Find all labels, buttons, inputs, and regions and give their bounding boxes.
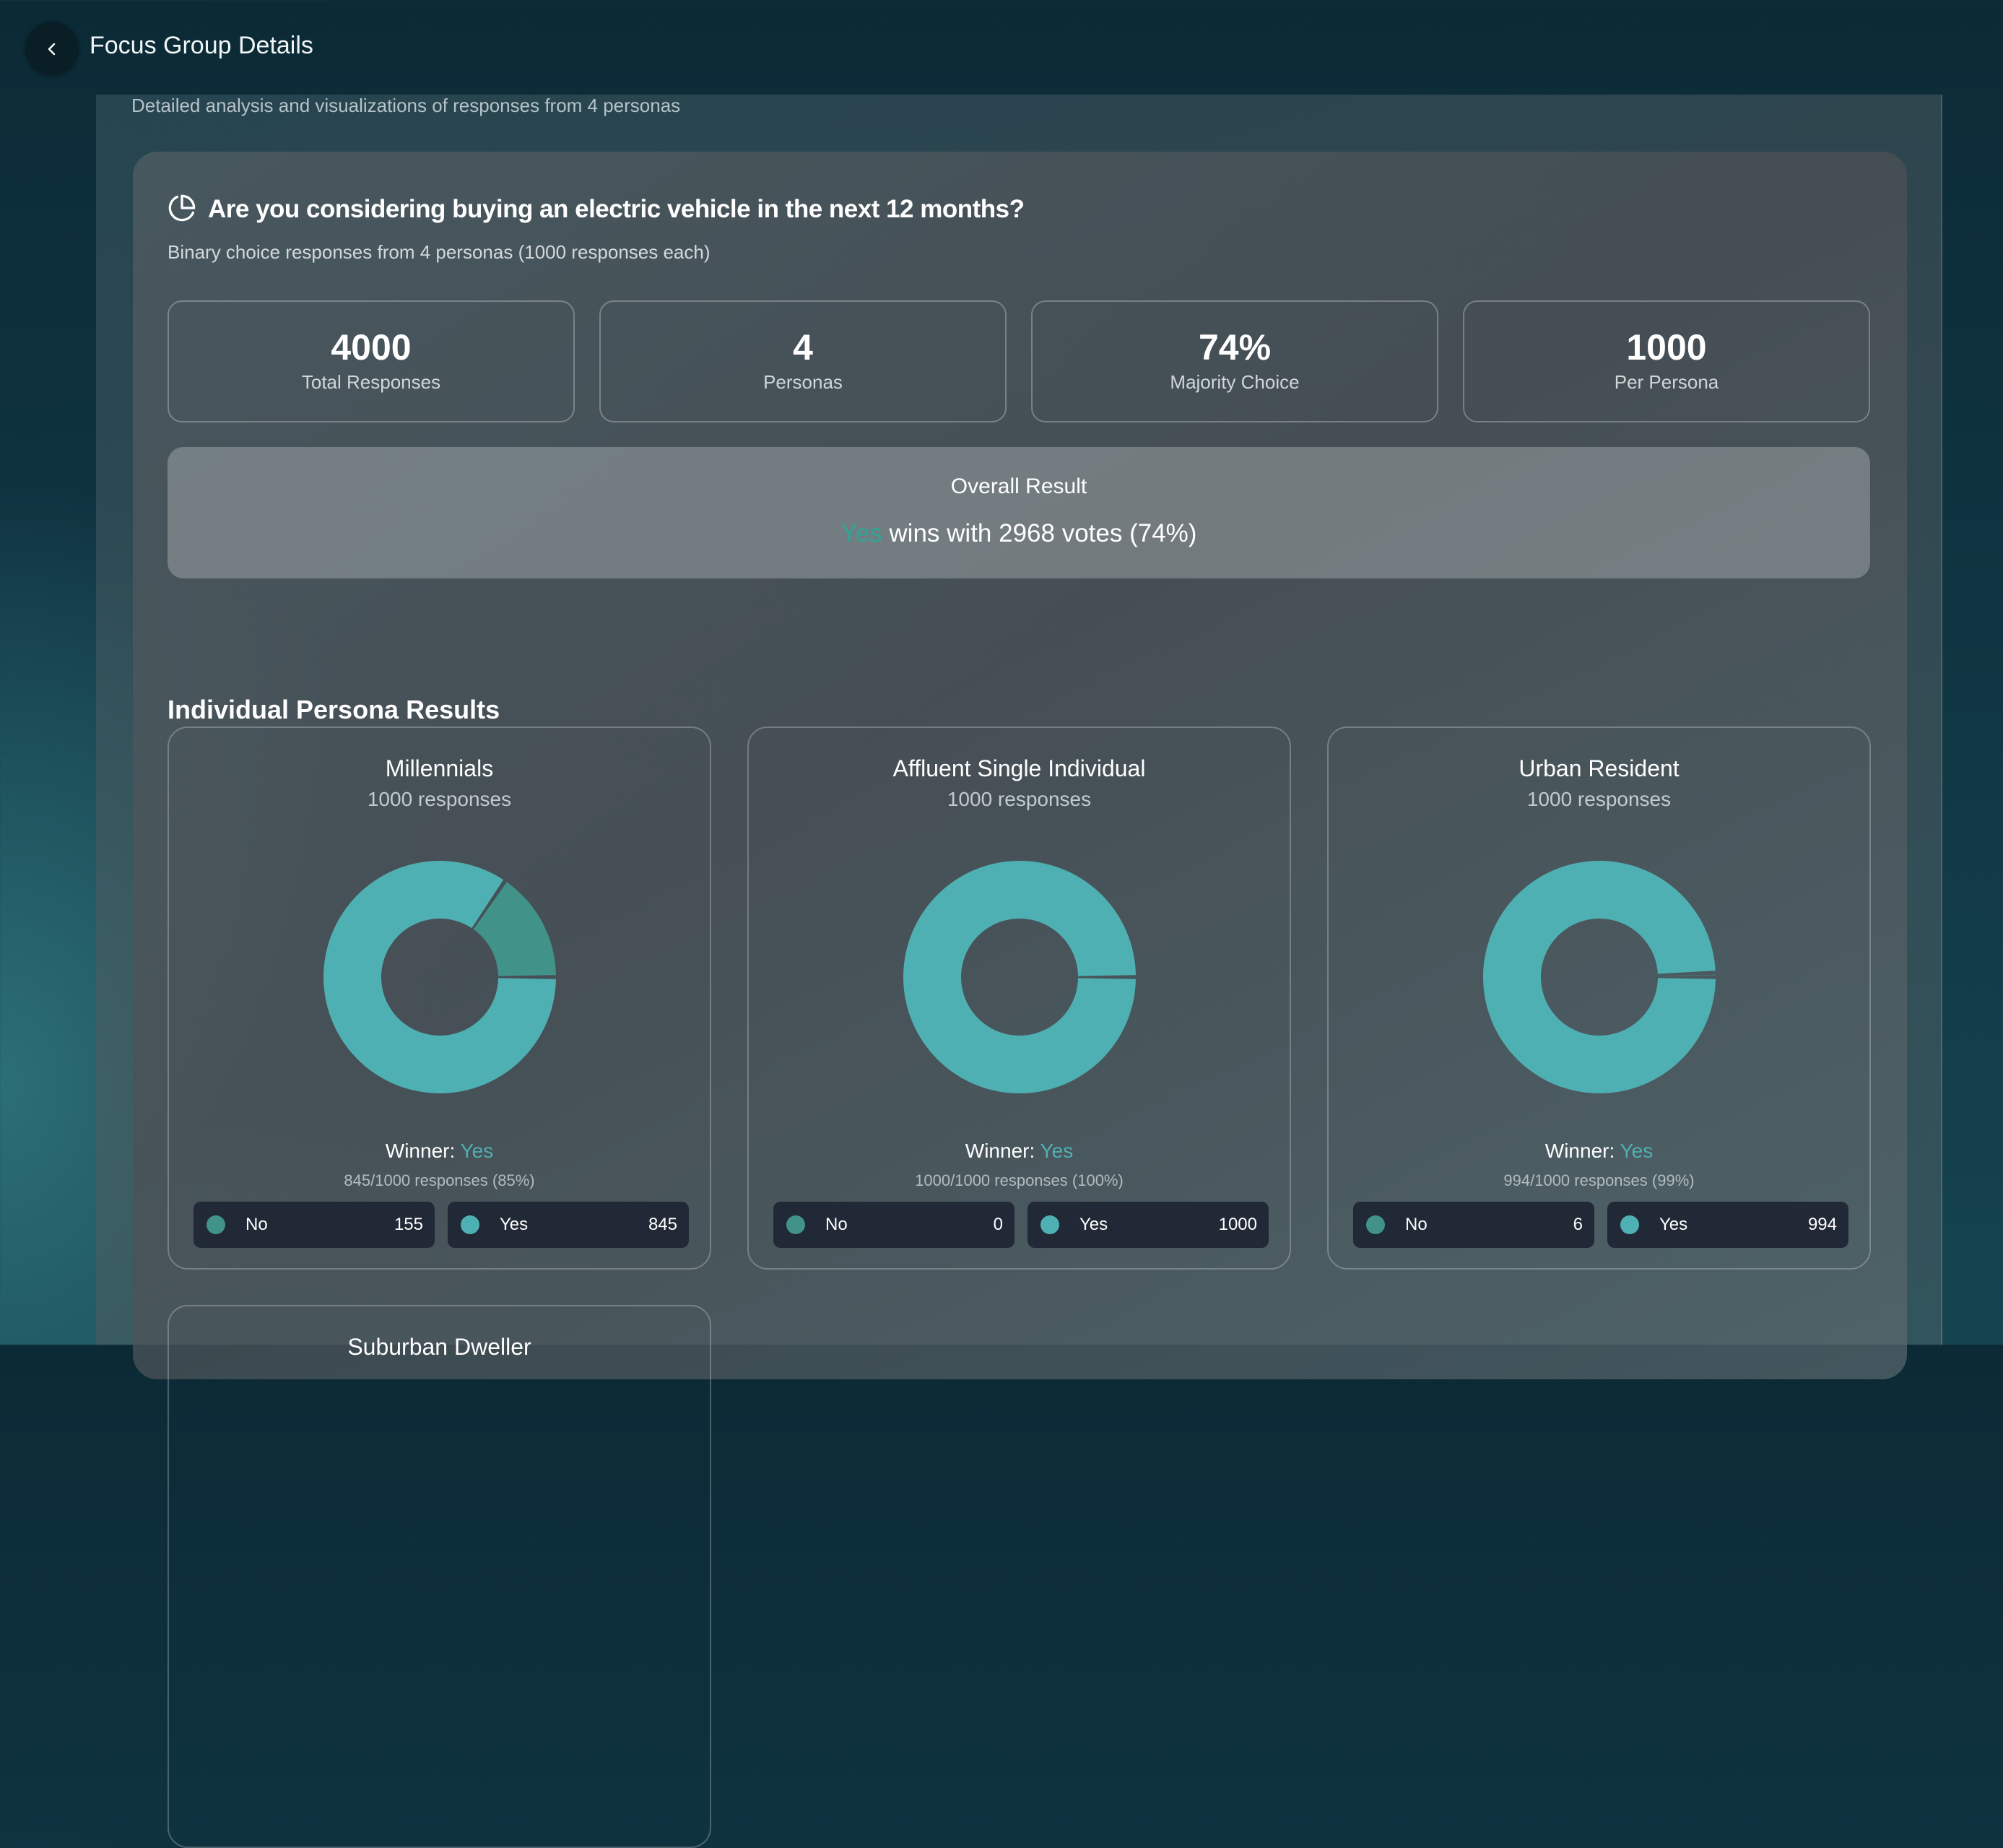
persona-winner: Winner: Yes bbox=[169, 1140, 710, 1163]
legend-count: 0 bbox=[993, 1215, 1003, 1234]
donut-slice-yes[interactable] bbox=[903, 861, 1136, 1093]
pie-chart-icon bbox=[168, 194, 196, 222]
question-card: Are you considering buying an electric v… bbox=[133, 152, 1907, 1848]
chevron-left-icon bbox=[48, 43, 56, 56]
donut-slice-yes[interactable] bbox=[323, 861, 556, 1093]
overall-result: Overall Result Yes wins with 2968 votes … bbox=[168, 447, 1870, 578]
stat-total-responses: 4000 Total Responses bbox=[168, 300, 575, 422]
winner-label: Winner: bbox=[1544, 1140, 1620, 1162]
stat-label: Total Responses bbox=[301, 371, 441, 393]
winner-summary: 994/1000 responses (99%) bbox=[1503, 1171, 1695, 1189]
stat-per-persona: 1000 Per Persona bbox=[1463, 300, 1870, 422]
stat-label: Per Persona bbox=[1614, 371, 1719, 393]
legend-label: No bbox=[1405, 1215, 1428, 1234]
donut-chart bbox=[1483, 861, 1716, 1094]
legend-label: Yes bbox=[1079, 1215, 1108, 1234]
page-title: Focus Group Details bbox=[90, 32, 313, 59]
legend-item-no: No 155 bbox=[194, 1202, 435, 1248]
main-panel: Detailed analysis and visualizations of … bbox=[96, 95, 1942, 1848]
winner-value: Yes bbox=[460, 1140, 494, 1162]
stat-value: 4000 bbox=[331, 327, 412, 368]
overall-heading: Overall Result bbox=[950, 474, 1087, 498]
persona-name: Millennials bbox=[385, 755, 494, 781]
persona-card: Urban Resident 1000 responses Winner: Yes 9… bbox=[1327, 726, 1871, 1270]
overall-summary: wins with 2968 votes (74%) bbox=[882, 519, 1197, 547]
persona-card: Affluent Single Individual 1000 responses… bbox=[747, 726, 1291, 1270]
legend-item-yes: Yes 1000 bbox=[1027, 1202, 1269, 1248]
donut-slice-yes[interactable] bbox=[1483, 861, 1716, 1094]
legend-item-yes: Yes 845 bbox=[448, 1202, 689, 1248]
overall-winner: Yes bbox=[840, 519, 882, 547]
winner-summary: 1000/1000 responses (100%) bbox=[915, 1171, 1124, 1189]
page-subtitle: Detailed analysis and visualizations of … bbox=[131, 95, 681, 116]
persona-response-count: 1000 responses bbox=[1526, 788, 1672, 810]
legend-dot bbox=[1366, 1215, 1385, 1234]
persona-name: Urban Resident bbox=[1518, 755, 1680, 781]
legend-dot bbox=[786, 1215, 805, 1234]
persona-name: Affluent Single Individual bbox=[892, 755, 1146, 781]
legend-count: 155 bbox=[394, 1215, 423, 1234]
persona-winner: Winner: Yes bbox=[1329, 1140, 1869, 1163]
legend-item-no: No 6 bbox=[1353, 1202, 1594, 1248]
legend-dot bbox=[1040, 1215, 1059, 1234]
overall-text: Yes wins with 2968 votes (74%) bbox=[168, 519, 1870, 548]
persona-name: Suburban Dweller bbox=[347, 1334, 531, 1360]
donut-slice-no[interactable] bbox=[1657, 974, 1716, 976]
legend-item-no: No 0 bbox=[773, 1202, 1014, 1248]
question-title: Are you considering buying an electric v… bbox=[208, 195, 1025, 223]
stat-personas: 4 Personas bbox=[599, 300, 1007, 422]
persona-card: Millennials 1000 responses Winner: Yes 845/… bbox=[168, 726, 711, 1270]
legend-count: 1000 bbox=[1218, 1215, 1257, 1234]
donut-slice-no[interactable] bbox=[473, 882, 556, 976]
legend-label: Yes bbox=[1659, 1215, 1688, 1234]
persona-response-count: 1000 responses bbox=[367, 788, 512, 810]
legend-label: Yes bbox=[500, 1215, 529, 1234]
persona-response-count: 1000 responses bbox=[947, 788, 1092, 810]
stat-label: Personas bbox=[763, 371, 843, 393]
persona-card: Suburban Dweller bbox=[168, 1305, 711, 1848]
top-bar: Focus Group Details bbox=[0, 0, 2003, 95]
persona-winner: Winner: Yes bbox=[749, 1140, 1290, 1163]
stat-value: 4 bbox=[793, 327, 813, 368]
back-button[interactable] bbox=[26, 23, 78, 75]
winner-value: Yes bbox=[1620, 1140, 1654, 1162]
section-title: Individual Persona Results bbox=[168, 695, 500, 724]
legend-count: 994 bbox=[1807, 1215, 1837, 1234]
legend-dot bbox=[461, 1215, 479, 1234]
winner-summary: 845/1000 responses (85%) bbox=[344, 1171, 535, 1189]
legend-label: No bbox=[246, 1215, 268, 1234]
stat-label: Majority Choice bbox=[1170, 371, 1300, 393]
donut-chart bbox=[323, 861, 556, 1093]
legend-count: 845 bbox=[648, 1215, 677, 1234]
legend-count: 6 bbox=[1573, 1215, 1583, 1234]
donut-chart bbox=[903, 861, 1136, 1093]
winner-label: Winner: bbox=[965, 1140, 1040, 1162]
stat-value: 74% bbox=[1198, 327, 1272, 368]
stat-majority-choice: 74% Majority Choice bbox=[1031, 300, 1438, 422]
legend-item-yes: Yes 994 bbox=[1607, 1202, 1848, 1248]
legend-dot bbox=[207, 1215, 225, 1234]
question-description: Binary choice responses from 4 personas … bbox=[168, 241, 711, 263]
stat-value: 1000 bbox=[1626, 327, 1707, 368]
winner-value: Yes bbox=[1040, 1140, 1074, 1162]
winner-label: Winner: bbox=[385, 1140, 461, 1162]
legend-dot bbox=[1620, 1215, 1639, 1234]
legend-label: No bbox=[825, 1215, 848, 1234]
